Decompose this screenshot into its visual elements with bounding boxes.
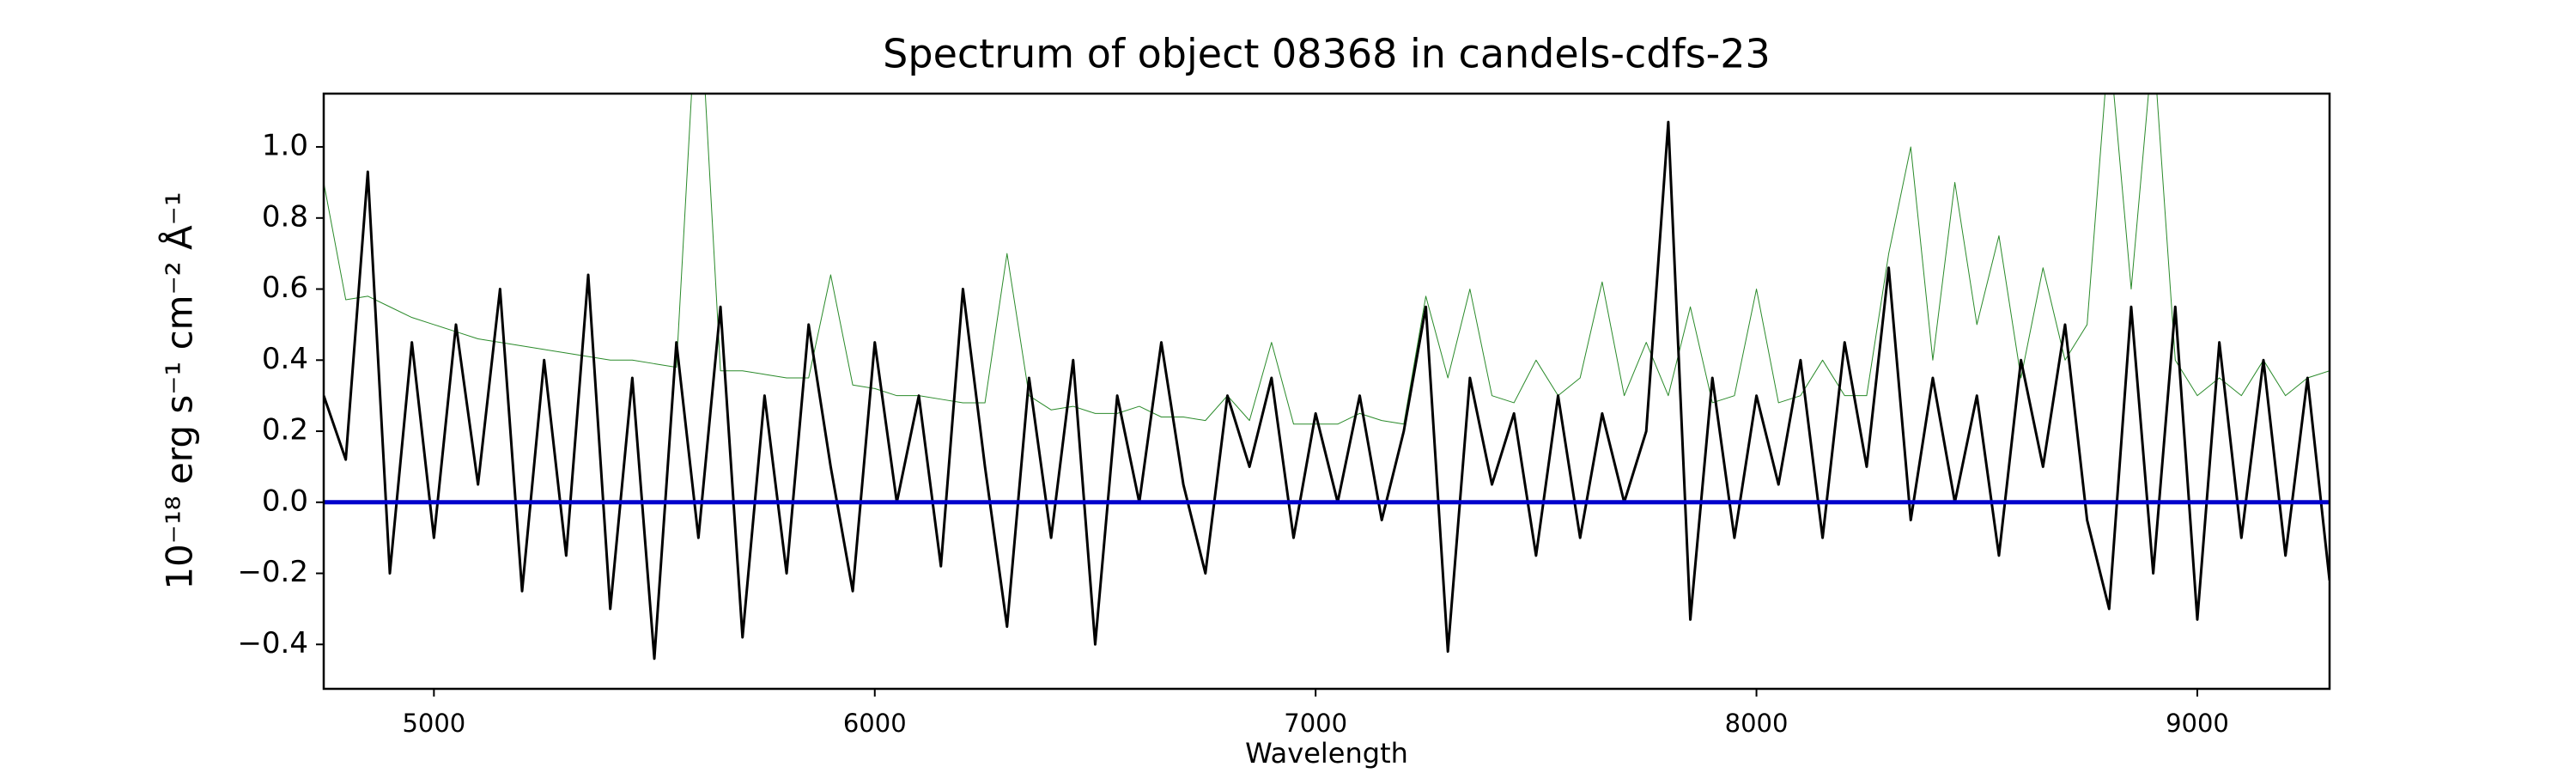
y-axis-label: 10⁻¹⁸ erg s⁻¹ cm⁻² Å⁻¹	[158, 192, 201, 589]
x-axis-label: Wavelength	[1245, 737, 1408, 770]
y-tick-label: 0.0	[262, 484, 308, 518]
x-tick-label: 9000	[2166, 709, 2229, 738]
x-tick-label: 8000	[1725, 709, 1789, 738]
plot-frame	[322, 92, 2331, 691]
y-tick-label: 0.4	[262, 342, 308, 376]
x-tick-label: 5000	[402, 709, 465, 738]
plot-area	[324, 94, 2330, 660]
y-tick-label: −0.2	[237, 555, 308, 589]
y-tick-label: −0.4	[237, 626, 308, 660]
spectrum-line	[324, 120, 2330, 660]
chart-title: Spectrum of object 08368 in candels-cdfs…	[883, 31, 1771, 77]
spectrum-line	[324, 94, 2330, 425]
y-tick-label: 0.8	[262, 199, 308, 234]
y-tick-label: 0.6	[262, 271, 308, 305]
y-tick-label: 0.2	[262, 413, 308, 447]
y-tick-label: 1.0	[262, 129, 308, 163]
x-tick-label: 6000	[843, 709, 907, 738]
x-tick-label: 7000	[1284, 709, 1347, 738]
